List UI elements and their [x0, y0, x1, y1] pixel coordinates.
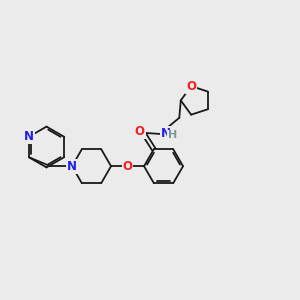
Text: O: O [135, 125, 145, 138]
Text: N: N [24, 130, 34, 143]
Text: N: N [161, 127, 171, 140]
Text: O: O [186, 80, 196, 93]
Text: O: O [122, 160, 133, 173]
Text: N: N [67, 160, 77, 173]
Text: H: H [168, 130, 177, 140]
